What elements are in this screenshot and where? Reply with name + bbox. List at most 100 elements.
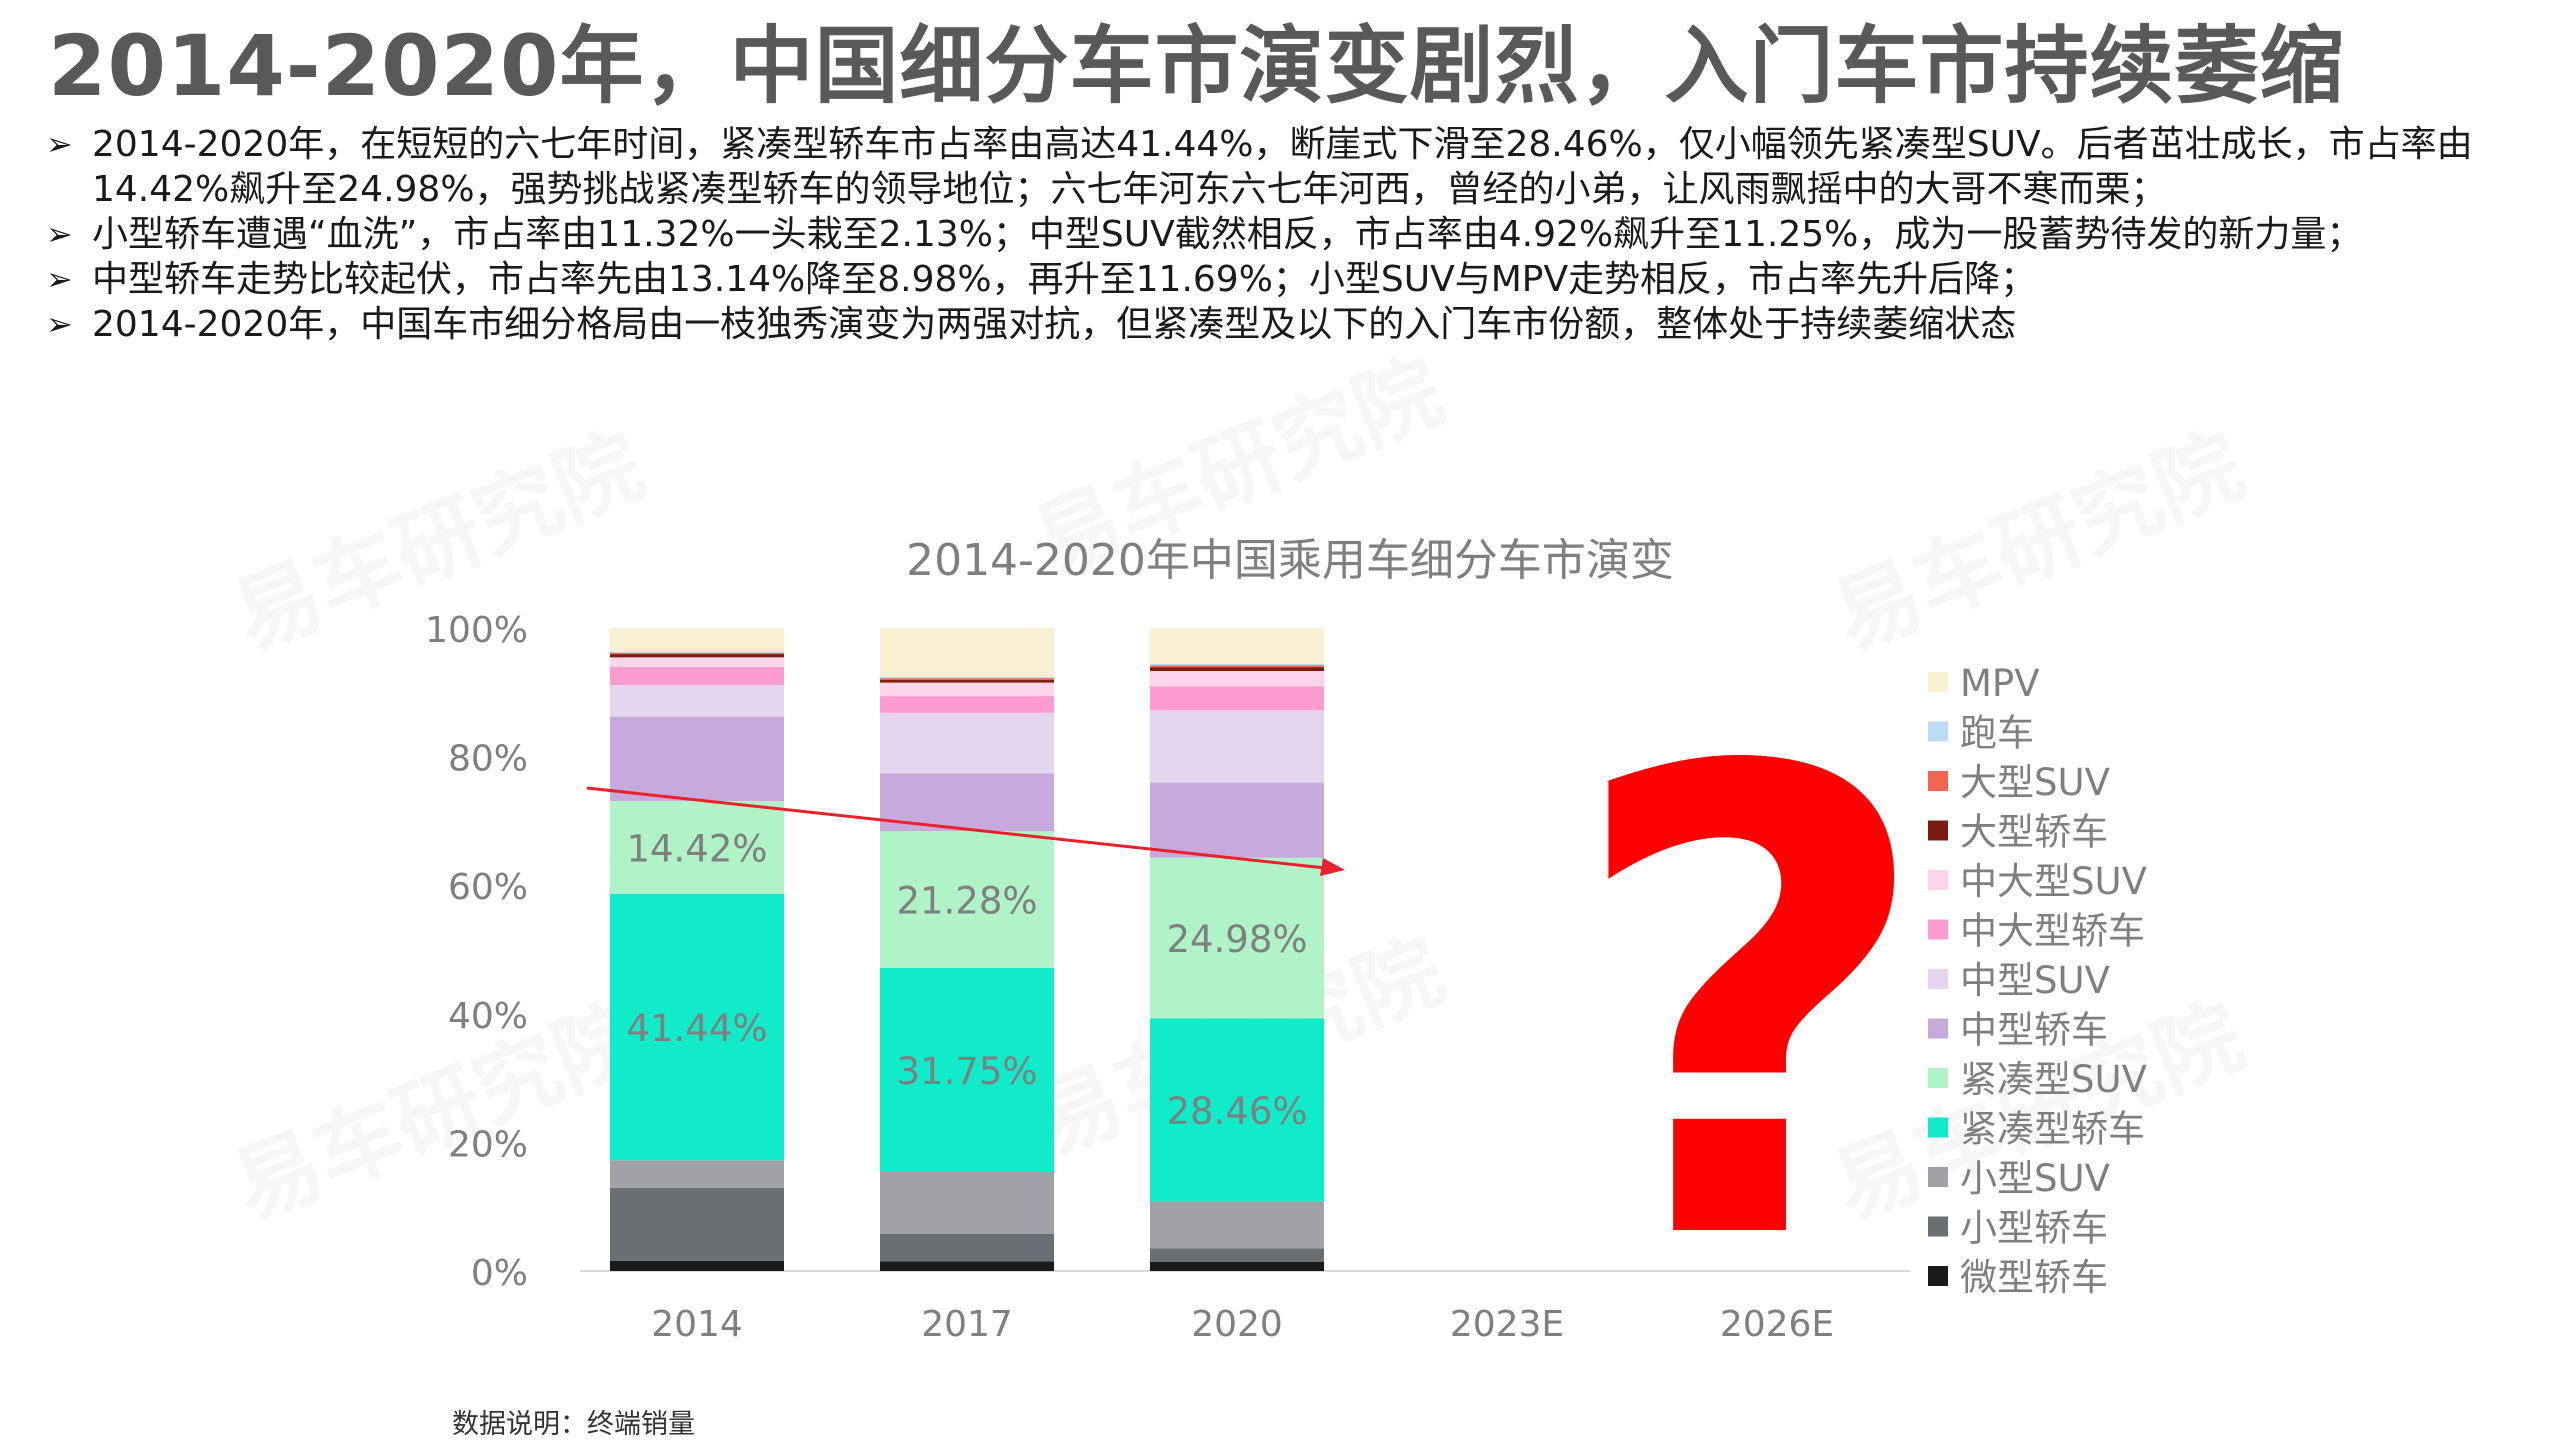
bullet-arrow-icon: ➢: [46, 305, 73, 343]
bar-segment: [880, 628, 1054, 677]
legend-label: 紧凑型轿车: [1960, 1108, 2145, 1151]
bar-segment: [1150, 628, 1324, 664]
bar-segment: [610, 652, 784, 655]
bullet-text: 小型轿车遭遇“血洗”，市占率由11.32%一头栽至2.13%；中型SUV截然相反…: [92, 214, 2363, 255]
y-tick-label: 80%: [448, 739, 528, 780]
y-tick-label: 20%: [448, 1124, 528, 1165]
bar-segment: [880, 712, 1054, 774]
bar-segment: [1150, 1261, 1324, 1271]
bar-segment: [880, 967, 1054, 1172]
legend-swatch: [1928, 1018, 1948, 1039]
bar-segment: [610, 801, 784, 894]
data-label: 28.46%: [1166, 1090, 1307, 1133]
legend-label: 跑车: [1960, 712, 2034, 755]
bullet-arrow-icon: ➢: [46, 125, 73, 163]
bar-segment: [1150, 663, 1324, 666]
x-tick-label: 2014: [651, 1304, 743, 1345]
trend-arrow: [586, 786, 1345, 876]
bullet-item: ➢ 中型轿车走势比较起伏，市占率先由13.14%降至8.98%，再升至11.69%…: [46, 257, 2516, 302]
bullet-text: 2014-2020年，中国车市细分格局由一枝独秀演变为两强对抗，但紧凑型及以下的…: [92, 304, 2017, 345]
legend-label: 微型轿车: [1960, 1256, 2108, 1299]
legend-label: 中大型SUV: [1960, 860, 2147, 903]
bar-segment: [610, 651, 784, 653]
bar-segment: [880, 1261, 1054, 1271]
data-label: 24.98%: [1166, 918, 1307, 961]
legend-swatch: [1928, 672, 1948, 692]
bar-stack-group: 41.44% 14.42% 31.75% 21.28% 28.46% 24.98%: [610, 628, 1324, 1271]
legend-swatch: [1928, 1167, 1948, 1187]
bar-segment: [1150, 710, 1324, 783]
legend-swatch: [1928, 1117, 1948, 1138]
bullet-list: ➢ 2014-2020年，在短短的六七年时间，紧凑型轿车市占率由高达41.44%，…: [46, 122, 2516, 347]
bar-segment: [610, 716, 784, 802]
x-tick-label: 2026E: [1720, 1304, 1834, 1345]
watermark-text: 易车研究院: [220, 986, 656, 1240]
bar-segment: [880, 676, 1054, 679]
bullet-text: 中型轿车走势比较起伏，市占率先由13.14%降至8.98%，再升至11.69%；…: [92, 259, 2037, 300]
legend-swatch: [1928, 919, 1948, 940]
data-label: 21.28%: [896, 879, 1037, 922]
x-tick-label: 2017: [921, 1304, 1013, 1345]
bullet-item: ➢ 小型轿车遭遇“血洗”，市占率由11.32%一头栽至2.13%；中型SUV截然相…: [46, 212, 2516, 257]
bullet-arrow-icon: ➢: [46, 215, 73, 253]
legend-swatch: [1928, 870, 1948, 890]
legend-label: 中大型轿车: [1960, 910, 2145, 953]
bar-segment: [610, 893, 784, 1161]
bar-segment: [610, 657, 784, 667]
x-tick-label: 2020: [1191, 1304, 1283, 1345]
legend-swatch: [1928, 1068, 1948, 1088]
data-note: 数据说明：终端销量: [452, 1409, 695, 1440]
bar-segment: [880, 773, 1054, 831]
data-label: 14.42%: [626, 827, 767, 870]
bullet-item: ➢ 2014-2020年，在短短的六七年时间，紧凑型轿车市占率由高达41.44%，…: [46, 122, 2516, 212]
x-axis: 2014 2017 2020 2023E 2026E: [651, 1304, 1834, 1345]
question-mark: ?: [1564, 636, 1935, 1381]
bar-segment: [1150, 665, 1324, 668]
bar-segment: [1150, 1018, 1324, 1202]
bar-segment: [610, 654, 784, 658]
bar-segment: [1150, 857, 1324, 1019]
data-label: 31.75%: [896, 1050, 1037, 1093]
bar-segment: [1150, 671, 1324, 687]
legend-swatch: [1928, 721, 1948, 742]
legend-swatch: [1928, 969, 1948, 989]
watermark-text: 易车研究院: [1820, 416, 2256, 670]
page-title: 2014-2020年，中国细分车市演变剧烈，入门车市持续萎缩: [48, 17, 2345, 115]
legend-label: 紧凑型SUV: [1960, 1058, 2147, 1101]
bar-segment: [880, 678, 1054, 681]
legend-label: MPV: [1960, 662, 2040, 705]
x-tick-label: 2023E: [1450, 1304, 1564, 1345]
bullet-arrow-icon: ➢: [46, 260, 73, 298]
y-axis: 0% 20% 40% 60% 80% 100%: [425, 610, 528, 1294]
bar-segment: [880, 696, 1054, 713]
legend-swatch: [1928, 1266, 1948, 1286]
bar-segment: [880, 1233, 1054, 1262]
bar-segment: [1150, 1248, 1324, 1262]
bar-segment: [1150, 1201, 1324, 1249]
bullet-text: 2014-2020年，在短短的六七年时间，紧凑型轿车市占率由高达41.44%，断…: [92, 124, 2473, 210]
y-tick-label: 0%: [471, 1253, 528, 1294]
y-tick-label: 40%: [448, 996, 528, 1037]
trend-line: [586, 786, 1326, 870]
bar-segment: [610, 628, 784, 652]
legend-label: 中型轿车: [1960, 1009, 2108, 1052]
legend-swatch: [1928, 820, 1948, 841]
bar-segment: [1150, 686, 1324, 711]
legend-swatch: [1928, 771, 1948, 791]
legend-label: 大型SUV: [1960, 761, 2110, 804]
y-tick-label: 100%: [425, 610, 528, 651]
y-tick-label: 60%: [448, 867, 528, 908]
bar-segment: [610, 684, 784, 717]
legend-label: 小型轿车: [1960, 1207, 2108, 1250]
legend-label: 大型轿车: [1960, 811, 2108, 854]
bar-segment: [880, 1171, 1054, 1234]
bar-segment: [880, 682, 1054, 697]
chart-title: 2014-2020年中国乘用车细分车市演变: [906, 535, 1674, 586]
bullet-item: ➢ 2014-2020年，中国车市细分格局由一枝独秀演变为两强对抗，但紧凑型及以下…: [46, 302, 2516, 347]
bar-segment: [1150, 667, 1324, 672]
bar-segment: [610, 1160, 784, 1188]
bar-segment: [610, 666, 784, 685]
data-label: 41.44%: [626, 1007, 767, 1050]
